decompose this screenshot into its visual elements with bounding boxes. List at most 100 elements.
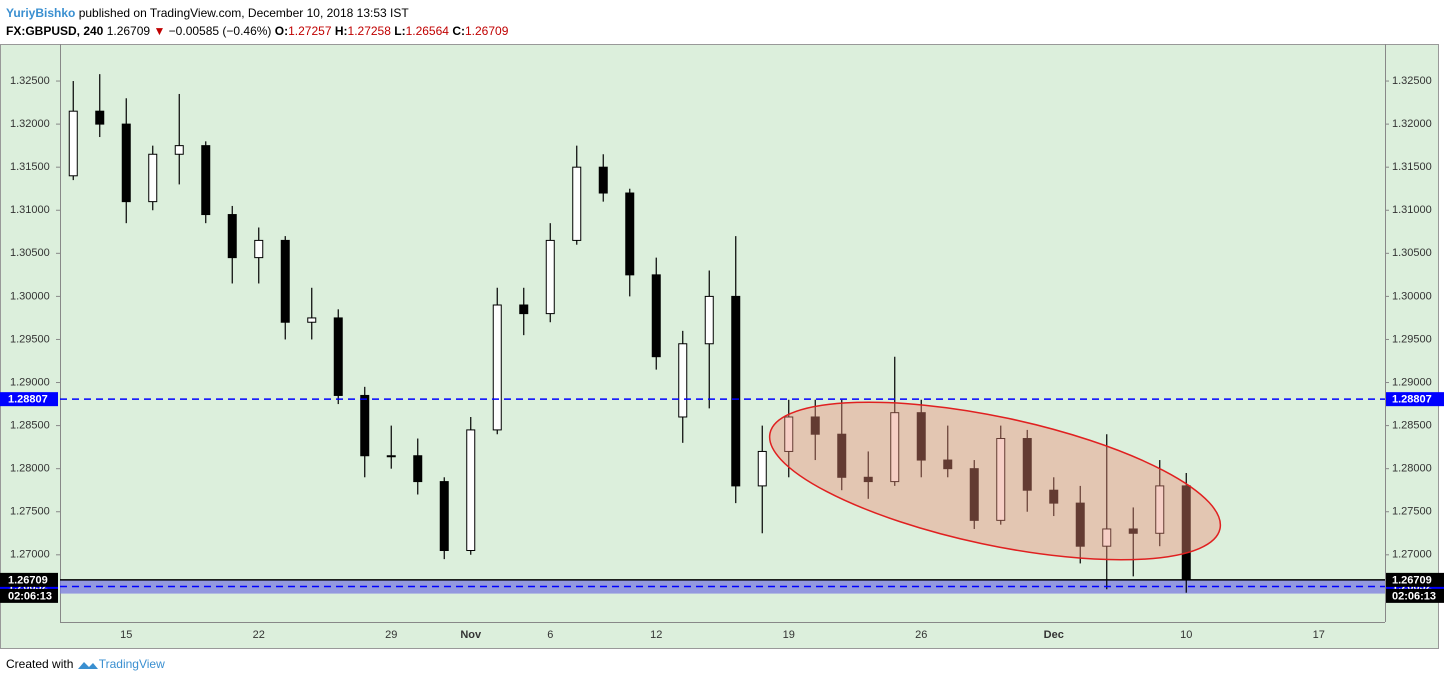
candle-body	[492, 304, 502, 431]
candle-body	[1128, 528, 1138, 534]
candle-body	[837, 433, 847, 478]
candle-body	[810, 416, 820, 435]
candle-body	[413, 455, 423, 483]
x-tick-label: 22	[253, 629, 265, 641]
x-tick-label: 10	[1180, 629, 1192, 641]
candle-body	[731, 295, 741, 487]
countdown: 02:06:13	[1392, 590, 1436, 602]
candle-body	[863, 476, 873, 483]
ohlc-value: 1.27258	[347, 24, 391, 38]
published: published on TradingView.com, December 1…	[78, 6, 409, 20]
y-tick-label: 1.29500	[10, 333, 50, 345]
down-arrow: ▼	[153, 24, 166, 38]
x-tick-label: 26	[915, 629, 927, 641]
ohlc-value: 1.27257	[288, 24, 332, 38]
candle-body	[704, 295, 714, 345]
candle-body	[1049, 489, 1059, 504]
ohlc-label: O:	[274, 24, 289, 38]
y-tick-label: 1.29000	[10, 376, 50, 388]
chart: 1.27000 1.27000 1.27500 1.27500 1.28000 1.280…	[0, 44, 1444, 649]
y-tick-label: 1.28000	[10, 463, 50, 475]
candle-body	[121, 123, 131, 203]
candle-body	[148, 153, 158, 203]
y-tick-label: 1.31000	[1392, 204, 1432, 216]
price-label-box	[0, 392, 58, 407]
y-tick-label: 1.30000	[1392, 290, 1432, 302]
y-tick-label: 1.28500	[10, 420, 50, 432]
y-tick-label: 1.31500	[1392, 161, 1432, 173]
candle-body	[625, 192, 635, 276]
ohlc-label: L:	[394, 24, 406, 38]
x-tick-label: 29	[385, 629, 397, 641]
y-tick-label: 1.28000	[1392, 463, 1432, 475]
publish-line: YuriyBishko published on TradingView.com…	[6, 4, 508, 22]
x-tick-label: 17	[1313, 629, 1325, 641]
candle-body	[651, 274, 661, 358]
candle-body	[572, 166, 582, 241]
symbol: FX:GBPUSD, 240	[6, 24, 104, 38]
y-tick-label: 1.30500	[1392, 247, 1432, 259]
candle-body	[969, 468, 979, 521]
price-label: 1.26709	[8, 574, 48, 586]
ohlc-label: H:	[334, 24, 348, 38]
candle-body	[227, 214, 237, 259]
candle-body	[916, 412, 926, 461]
candle-body	[1075, 502, 1085, 547]
x-tick-label: Nov	[460, 629, 482, 641]
candle-body	[598, 166, 608, 194]
candle-body	[307, 317, 317, 323]
price-label: 1.26709	[1392, 574, 1432, 586]
y-tick-label: 1.27000	[1392, 549, 1432, 561]
countdown-box	[1386, 588, 1444, 603]
candle-body	[95, 110, 105, 125]
countdown: 02:06:13	[8, 590, 52, 602]
ohlc-value: 1.26564	[405, 24, 449, 38]
x-tick-label: Dec	[1044, 629, 1064, 641]
y-tick-label: 1.32500	[1392, 75, 1432, 87]
x-tick-label: 6	[547, 629, 553, 641]
y-tick-label: 1.29500	[1392, 333, 1432, 345]
y-tick-label: 1.31500	[10, 161, 50, 173]
candle-body	[280, 239, 290, 323]
x-tick-label: 15	[120, 629, 132, 641]
candle-body	[254, 239, 264, 259]
candle-body	[784, 416, 794, 452]
price-label-box	[1386, 572, 1444, 587]
candle-body	[519, 304, 529, 315]
candle-body	[466, 429, 476, 552]
y-tick-label: 1.31000	[10, 204, 50, 216]
candle-body	[757, 450, 767, 487]
candle-body	[890, 412, 900, 483]
header: YuriyBishko published on TradingView.com…	[6, 4, 508, 40]
ohlc-label: C:	[452, 24, 465, 38]
candle-body	[943, 459, 953, 470]
candle-body	[333, 317, 343, 396]
logo	[77, 661, 98, 669]
ohlc-value: 1.26709	[464, 24, 509, 38]
brand: TradingView	[98, 657, 165, 671]
candle-body	[201, 145, 211, 216]
countdown-box	[0, 588, 58, 603]
x-tick-label: 19	[783, 629, 795, 641]
created-with: Created with	[6, 657, 74, 671]
candle-body	[360, 394, 370, 457]
y-tick-label: 1.30500	[10, 247, 50, 259]
price-label: 1.28807	[8, 394, 48, 406]
y-tick-label: 1.32000	[10, 118, 50, 130]
candle-body	[386, 455, 396, 458]
price-label-box	[1386, 392, 1444, 407]
y-tick-label: 1.27000	[10, 549, 50, 561]
symbol-line: FX:GBPUSD, 240 1.26709 ▼ −0.00585 (−0.46…	[6, 22, 508, 40]
price-label: 1.28807	[1392, 394, 1432, 406]
y-tick-label: 1.32500	[10, 75, 50, 87]
y-tick-label: 1.27500	[10, 506, 50, 518]
y-tick-label: 1.27500	[1392, 506, 1432, 518]
chart-background	[0, 44, 1439, 649]
y-tick-label: 1.32000	[1392, 118, 1432, 130]
highlight-ellipse	[768, 401, 1222, 561]
candle-body	[996, 438, 1006, 521]
y-tick-label: 1.30000	[10, 290, 50, 302]
candle-body	[1102, 528, 1112, 547]
candle-body	[439, 481, 449, 552]
